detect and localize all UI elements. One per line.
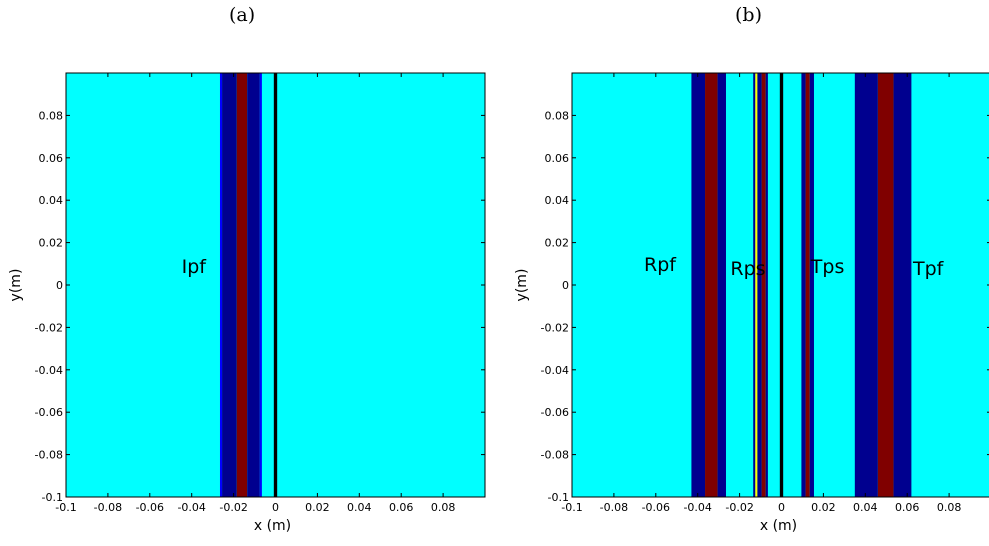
panel-a-y-axis-title: y(m) — [8, 269, 24, 302]
panel-b-band — [717, 73, 726, 497]
panel-b-y-tick-label: 0.04 — [545, 194, 570, 207]
panel-b-y-tick-label: -0.06 — [541, 406, 569, 419]
panel-a-x-tick-label: -0.1 — [55, 501, 76, 514]
panel-a-band — [273, 73, 278, 497]
panel-b-field — [572, 73, 989, 497]
panel-a-x-tick-label: -0.02 — [219, 501, 247, 514]
panel-a-band — [247, 73, 260, 497]
panel-b-band — [761, 73, 766, 497]
panel-b-band — [691, 73, 706, 497]
panel-b-y-axis-title: y(m) — [514, 269, 530, 302]
panel-a-y-tick-label: 0.02 — [39, 237, 64, 250]
panel-a-x-tick-label: 0.04 — [347, 501, 372, 514]
panel-b-y-tick-label: 0.02 — [545, 237, 570, 250]
panel-a-y-tick-label: -0.06 — [35, 406, 63, 419]
panel-b-annotation-tps: Tps — [810, 256, 845, 278]
panel-a-y-tick-label: -0.02 — [35, 321, 63, 334]
panel-b-annotation-tpf: Tpf — [912, 258, 945, 280]
panel-a-band — [259, 73, 262, 497]
panel-b-x-tick-label: -0.08 — [600, 501, 628, 514]
panel-a-band — [236, 73, 248, 497]
panel-b-x-tick-label: -0.1 — [561, 501, 582, 514]
panel-b-x-tick-label: -0.02 — [725, 501, 753, 514]
panel-b-x-tick-label: 0.02 — [811, 501, 836, 514]
panel-b-x-tick-label: 0.04 — [853, 501, 878, 514]
panel-a-x-tick-label: 0.06 — [389, 501, 414, 514]
panel-b-band — [765, 73, 768, 497]
panel-a-y-tick-label: 0.08 — [39, 109, 64, 122]
panel-a-x-tick-label: -0.08 — [94, 501, 122, 514]
panel-b-band — [809, 73, 814, 497]
panel-a-field — [66, 73, 485, 497]
panel-b-band — [753, 73, 756, 497]
panel-a-y-tick-label: -0.04 — [35, 364, 63, 377]
panel-b-annotation-rpf: Rpf — [644, 254, 677, 276]
panel-b-band — [779, 73, 784, 497]
panel-b-y-tick-label: -0.04 — [541, 364, 569, 377]
panel-b-x-tick-label: 0 — [778, 501, 785, 514]
panel-a-plot: -0.1 -0.08 -0.06 -0.04 -0.02 0 0.02 0.04 0.06 0.0… — [8, 72, 486, 534]
panel-a-y-tick-label: 0 — [56, 279, 63, 292]
panel-b-band — [705, 73, 718, 497]
panel-a-x-axis-title: x (m) — [254, 518, 291, 534]
panel-b-band — [805, 73, 810, 497]
panel-b-plot: -0.1 -0.08 -0.06 -0.04 -0.02 0 0.02 0.04 0.06 0.0… — [514, 72, 989, 534]
panel-b-x-tick-label: 0.08 — [937, 501, 962, 514]
panel-b-annotation-rps: Rps — [730, 258, 765, 280]
panel-b-band — [893, 73, 912, 497]
panel-a-y-tick-label: 0.04 — [39, 194, 64, 207]
panel-a-band — [219, 73, 223, 497]
panel-b-band — [801, 73, 806, 497]
panel-b-y-tick-label: 0.08 — [545, 109, 570, 122]
panel-a-band — [222, 73, 237, 497]
panel-b-band — [757, 73, 762, 497]
panel-b-band — [755, 73, 758, 497]
panel-b-x-tick-label: -0.06 — [642, 501, 670, 514]
panel-a-y-tick-label: -0.08 — [35, 449, 63, 462]
panel-b-x-tick-label: -0.04 — [683, 501, 711, 514]
panel-a-x-tick-label: -0.06 — [136, 501, 164, 514]
panel-b-y-tick-label: -0.08 — [541, 449, 569, 462]
panel-a-x-tick-label: 0 — [272, 501, 279, 514]
panel-b-x-tick-label: 0.06 — [895, 501, 920, 514]
panel-b-label: (b) — [735, 4, 762, 26]
panel-a-annotation-ipf: Ipf — [182, 256, 208, 278]
panel-b-y-tick-label: -0.1 — [548, 491, 569, 504]
panel-b-x-axis-title: x (m) — [760, 518, 797, 534]
panel-a-x-tick-label: 0.02 — [305, 501, 330, 514]
panel-b-y-tick-label: 0.06 — [545, 152, 570, 165]
panel-b-band — [854, 73, 878, 497]
panel-a-x-tick-label: -0.04 — [177, 501, 205, 514]
panel-b-y-tick-label: 0 — [562, 279, 569, 292]
panel-a-x-tick-label: 0.08 — [431, 501, 456, 514]
panel-b-y-tick-label: -0.02 — [541, 321, 569, 334]
panel-a-y-tick-label: -0.1 — [42, 491, 63, 504]
panel-b-band — [877, 73, 894, 497]
panel-a-y-tick-label: 0.06 — [39, 152, 64, 165]
panel-a-label: (a) — [229, 4, 256, 26]
